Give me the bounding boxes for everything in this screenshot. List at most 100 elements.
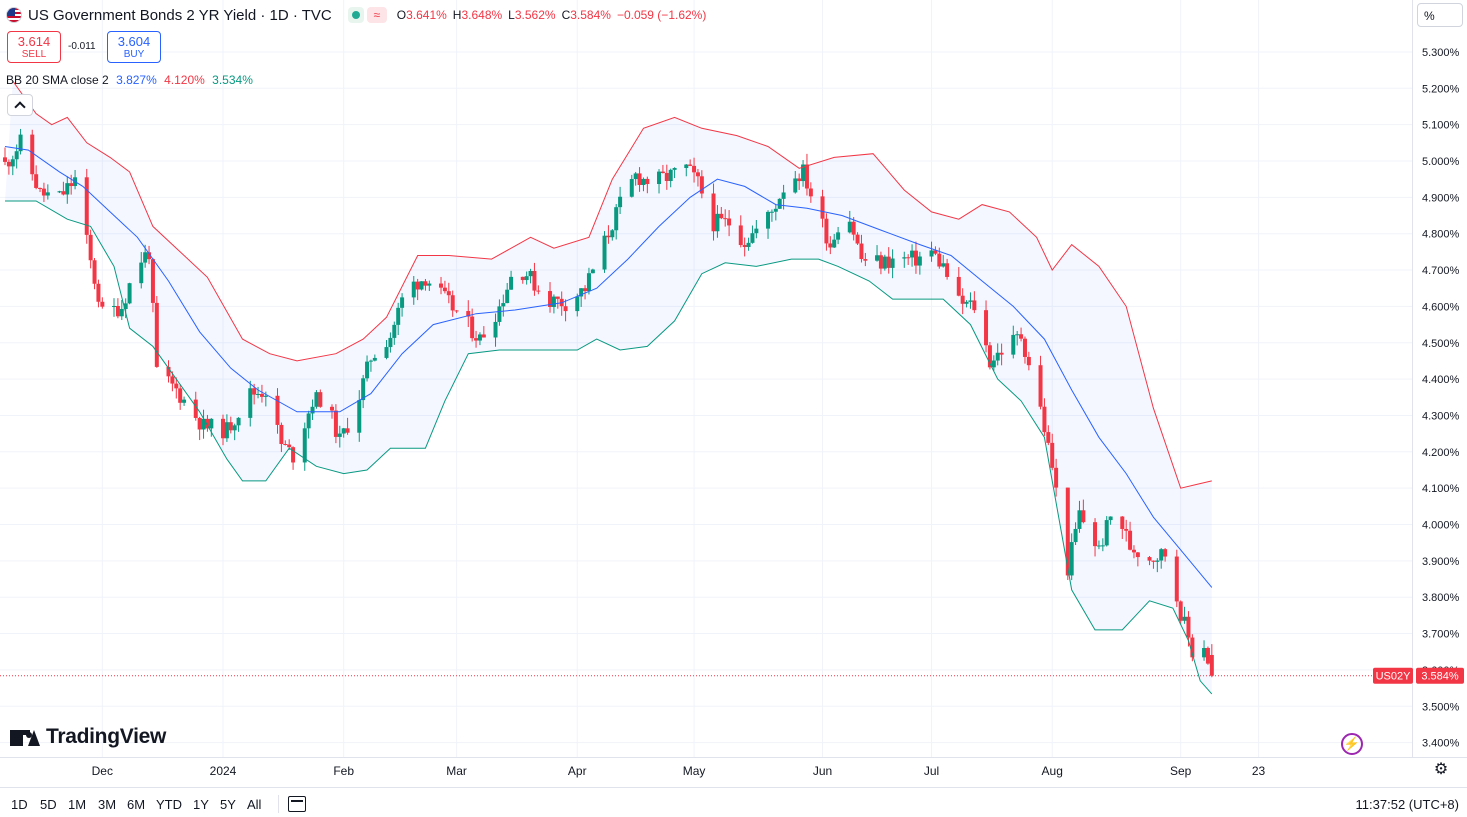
brand-name: TradingView <box>46 725 167 748</box>
candle <box>248 380 253 427</box>
candle <box>275 388 280 434</box>
candle <box>804 153 809 196</box>
candle <box>501 294 506 317</box>
candle <box>910 244 915 267</box>
range-5y-button[interactable]: 5Y <box>220 797 236 812</box>
candle <box>34 165 39 190</box>
candle <box>1124 519 1129 542</box>
candle <box>1011 325 1016 359</box>
candle <box>96 279 101 308</box>
candle <box>692 157 697 183</box>
symbol-title[interactable]: US Government Bonds 2 YR Yield · 1D · TV… <box>28 6 332 24</box>
candle <box>699 170 704 199</box>
candle <box>1178 600 1183 625</box>
bottom-toolbar: 1D 5D 1M 3M 6M YTD 1Y 5Y All 11:37:52 (U… <box>0 787 1467 817</box>
indicator-upper-value: 4.120% <box>164 73 205 87</box>
tradingview-logo[interactable]: TradingView <box>10 725 166 749</box>
market-open-dot-icon[interactable] <box>347 7 364 23</box>
candle <box>302 422 307 471</box>
candle <box>1022 336 1027 364</box>
candle <box>341 427 346 438</box>
y-tick-label: 4.100% <box>1422 483 1460 495</box>
gear-icon[interactable]: ⚙ <box>1433 761 1449 778</box>
candle <box>119 299 124 321</box>
indicator-legend[interactable]: BB 20 SMA close 2 3.827% 4.120% 3.534% <box>6 73 253 87</box>
range-1m-button[interactable]: 1M <box>68 797 87 812</box>
candle <box>365 355 370 382</box>
candle <box>182 396 187 406</box>
candle <box>197 416 202 441</box>
lightning-icon[interactable]: ⚡ <box>1341 733 1363 755</box>
range-6m-button[interactable]: 6M <box>127 797 146 812</box>
price-scale-unit[interactable]: % <box>1417 3 1463 27</box>
candle <box>941 255 946 268</box>
candle <box>586 267 591 295</box>
candle <box>575 293 580 317</box>
candle <box>45 184 50 200</box>
buy-price: 3.604 <box>117 34 151 49</box>
spread-value: -0.011 <box>68 41 96 52</box>
candle <box>524 271 529 285</box>
sell-button[interactable]: 3.614 SELL <box>7 31 61 63</box>
candle <box>641 177 646 192</box>
range-ytd-button[interactable]: YTD <box>156 797 182 812</box>
candle <box>232 423 237 441</box>
calendar-goto-icon[interactable] <box>288 796 306 812</box>
y-tick-label: 3.400% <box>1422 738 1460 750</box>
clock-timezone[interactable]: 11:37:52 (UTC+8) <box>1355 797 1459 812</box>
delayed-data-wave-icon[interactable]: ≈ <box>366 7 387 23</box>
candle <box>1131 545 1136 559</box>
candle <box>450 290 455 317</box>
candle <box>1096 540 1101 550</box>
price-scale[interactable]: 5.300% 5.200% 5.100% 5.000% 4.900% 4.800% 4.70… <box>1422 47 1460 750</box>
change-value: −0.059 (−1.62%) <box>616 8 707 22</box>
x-tick-label: Sep <box>1170 764 1192 778</box>
collapse-legend-button[interactable] <box>7 94 33 116</box>
candle <box>610 229 615 241</box>
candle <box>555 296 560 309</box>
range-1d-button[interactable]: 1D <box>11 797 28 812</box>
candle <box>902 251 907 268</box>
candle <box>279 422 284 453</box>
range-1y-button[interactable]: 1Y <box>193 797 209 812</box>
candle <box>283 440 288 446</box>
tradingview-logo-icon <box>10 728 40 746</box>
price-chart[interactable]: 5.300% 5.200% 5.100% 5.000% 4.900% 4.800% 4.70… <box>0 0 1467 787</box>
candle <box>945 258 950 280</box>
candle <box>1147 555 1152 566</box>
candle <box>505 283 510 304</box>
range-all-button[interactable]: All <box>247 797 262 812</box>
candle <box>875 245 880 262</box>
candle <box>419 281 424 291</box>
candle <box>602 231 607 273</box>
chart-grid <box>0 0 1412 757</box>
candle <box>851 217 856 241</box>
time-scale[interactable]: Dec 2024 Feb Mar Apr May Jun Jul Aug Sep 23 <box>92 764 1266 778</box>
candle <box>10 155 15 176</box>
candle <box>999 343 1004 366</box>
candle <box>88 229 93 269</box>
candle <box>984 300 989 353</box>
candle <box>668 168 673 188</box>
candle <box>1174 549 1179 608</box>
indicator-name: BB 20 SMA close 2 <box>6 73 109 87</box>
range-3m-button[interactable]: 3M <box>98 797 117 812</box>
x-tick-label: Feb <box>333 764 354 778</box>
range-5d-button[interactable]: 5D <box>40 797 57 812</box>
buy-button[interactable]: 3.604 BUY <box>107 31 161 63</box>
candle <box>688 159 693 167</box>
candle <box>645 176 650 194</box>
candle <box>139 252 144 289</box>
candle <box>372 354 377 362</box>
candle <box>509 270 514 290</box>
candle <box>314 390 319 409</box>
candle <box>439 276 444 295</box>
bollinger-basis-line <box>4 146 1213 588</box>
candle <box>1100 538 1105 552</box>
x-tick-label: Jun <box>813 764 832 778</box>
candle <box>470 308 475 342</box>
candle <box>754 219 759 239</box>
candle <box>1081 499 1086 524</box>
candle-series <box>3 128 1214 678</box>
market-status[interactable]: ≈ <box>347 7 387 23</box>
